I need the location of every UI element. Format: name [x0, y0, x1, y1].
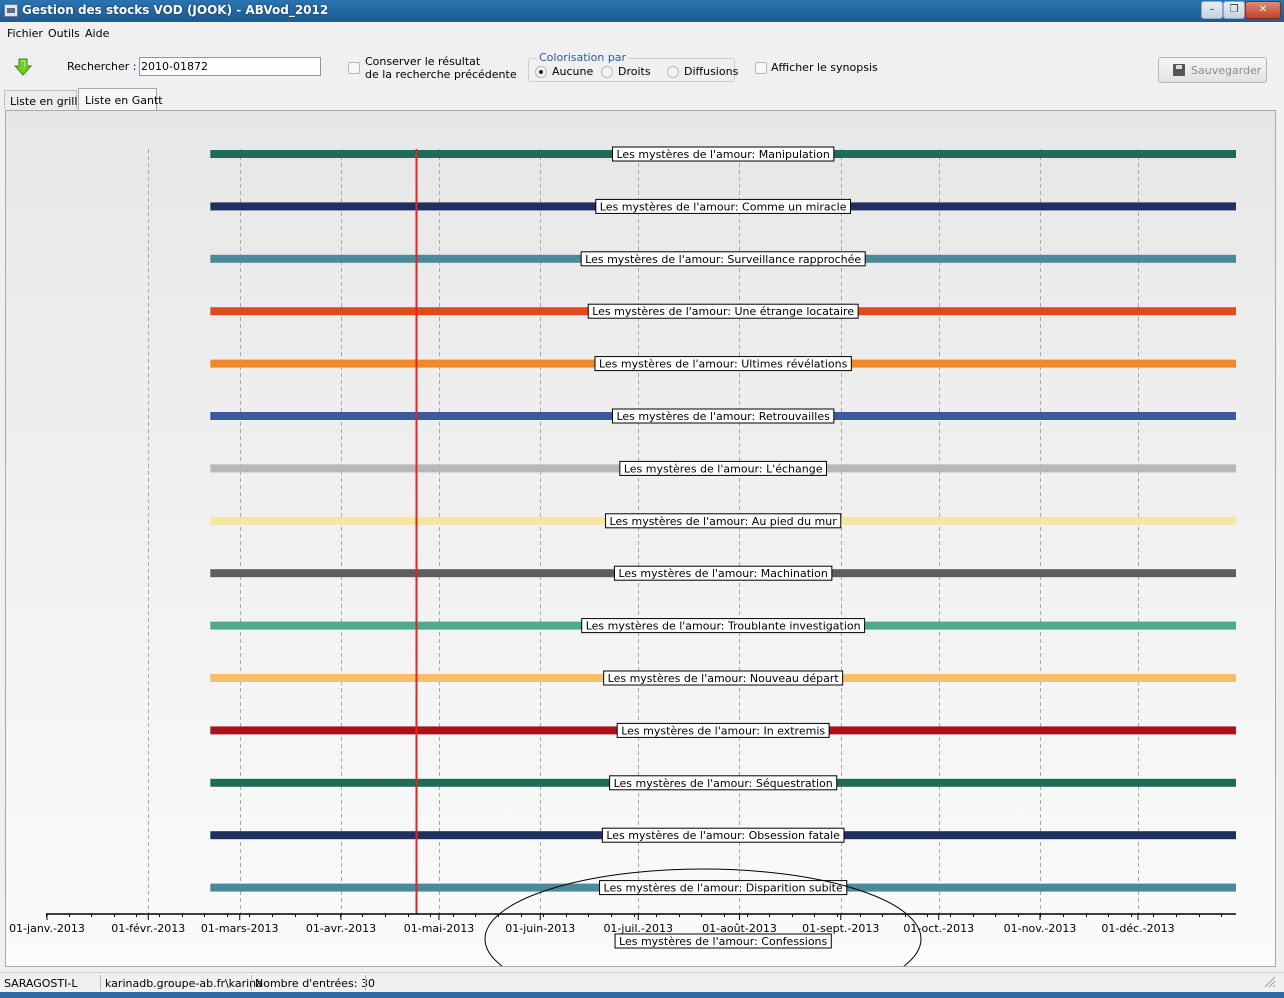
- radio-droits-label: Droits: [618, 65, 651, 78]
- save-button-label: Sauvegarder: [1191, 64, 1262, 77]
- tab-gantt-list[interactable]: Liste en Gantt: [78, 88, 163, 110]
- gantt-bar-label: Les mystères de l'amour: Manipulation: [616, 148, 829, 161]
- menu-outils[interactable]: Outils: [48, 27, 80, 40]
- taskbar-strip: [0, 992, 1284, 998]
- keep-result-label: Conserver le résultat de la recherche pr…: [365, 55, 517, 81]
- gantt-bar-label-box: [595, 198, 852, 214]
- gantt-bar-label-box: [581, 618, 866, 634]
- x-axis-tick-label: 01-juin-2013: [505, 922, 575, 935]
- x-axis-tick-label: 01-janv.-2013: [9, 922, 85, 935]
- gantt-bar-label: Les mystères de l'amour: Une étrange loc…: [592, 305, 854, 318]
- gantt-bar-label-box: [611, 146, 835, 162]
- resize-grip-icon[interactable]: [1262, 974, 1276, 988]
- gantt-bar-label: Les mystères de l'amour: Retrouvailles: [616, 410, 830, 423]
- search-label: Rechercher :: [67, 60, 137, 73]
- status-database: karinadb.groupe-ab.fr\karina: [105, 977, 263, 990]
- window-title: Gestion des stocks VOD (JOOK) - ABVod_20…: [22, 3, 329, 17]
- gantt-bar-label: Les mystères de l'amour: Surveillance ra…: [585, 253, 861, 266]
- gantt-bar-label: Les mystères de l'amour: Comme un miracl…: [600, 200, 847, 213]
- gantt-bar-label: Les mystères de l'amour: Obsession fatal…: [606, 829, 840, 842]
- minimize-button[interactable]: –: [1201, 1, 1223, 19]
- menu-bar: Fichier Outils Aide: [0, 22, 1284, 44]
- tab-gantt-list-label: Liste en Gantt: [85, 94, 163, 107]
- gantt-bar-label-box: [603, 670, 844, 686]
- x-axis-tick-label: 01-mars-2013: [201, 922, 279, 935]
- radio-diffusions[interactable]: [667, 66, 679, 78]
- status-entries: Nombre d'entrées: 30: [255, 977, 376, 990]
- gantt-bar-label-box: [613, 565, 833, 581]
- title-bar[interactable]: Gestion des stocks VOD (JOOK) - ABVod_20…: [0, 0, 1284, 22]
- gantt-bar-label: Les mystères de l'amour: Disparition sub…: [604, 882, 843, 895]
- status-user: SARAGOSTI-L: [4, 977, 78, 990]
- x-axis-tick-label: 01-juil.-2013: [603, 922, 673, 935]
- gantt-bar-label-box: [611, 408, 835, 424]
- tab-grid-list-label: Liste en grille: [10, 95, 85, 108]
- x-axis-tick-label: 01-déc.-2013: [1101, 922, 1174, 935]
- gantt-bar-label: Les mystères de l'amour: L'échange: [624, 462, 823, 475]
- menu-fichier[interactable]: Fichier: [7, 27, 43, 40]
- gantt-bar-label-box: [619, 460, 827, 476]
- gantt-bar-label-box: [616, 722, 830, 738]
- radio-droits[interactable]: [601, 66, 613, 78]
- x-axis-tick-label: 01-oct.-2013: [903, 922, 974, 935]
- x-axis-tick-label: 01-août-2013: [702, 922, 777, 935]
- gantt-bar-label: Les mystères de l'amour: Machination: [618, 567, 827, 580]
- radio-diffusions-label: Diffusions: [684, 65, 739, 78]
- gantt-bar-label-box: [601, 827, 845, 843]
- x-axis-tick-label: 01-avr.-2013: [306, 922, 376, 935]
- synopsis-checkbox[interactable]: [755, 62, 767, 74]
- synopsis-label: Afficher le synopsis: [771, 61, 878, 74]
- keep-result-checkbox[interactable]: [348, 62, 360, 74]
- radio-aucune-label: Aucune: [552, 65, 594, 78]
- gantt-bar-label: Les mystères de l'amour: Nouveau départ: [608, 672, 840, 685]
- colorisation-group-label: Colorisation par: [537, 51, 629, 64]
- search-input[interactable]: [139, 57, 321, 76]
- gantt-bar-label: Les mystères de l'amour: Séquestration: [614, 777, 833, 790]
- menu-aide[interactable]: Aide: [85, 27, 110, 40]
- green-down-arrow-icon[interactable]: [13, 58, 33, 76]
- status-separator: [365, 975, 366, 991]
- gantt-bar-label-box: [614, 933, 832, 949]
- gantt-bar-label-box: [605, 513, 842, 529]
- annotation-ellipse: [484, 868, 922, 966]
- keep-result-line2: de la recherche précédente: [365, 68, 517, 81]
- gantt-bar-label: Les mystères de l'amour: Troublante inve…: [586, 620, 861, 633]
- gantt-bar-label: Les mystères de l'amour: In extremis: [621, 724, 825, 737]
- floppy-disk-icon: [1173, 64, 1185, 76]
- colorisation-group: [528, 58, 735, 82]
- gantt-bar-label-box: [587, 303, 859, 319]
- gantt-bar-label: Les mystères de l'amour: Ultimes révélat…: [599, 358, 848, 371]
- x-axis-tick-label: 01-févr.-2013: [111, 922, 185, 935]
- x-axis-tick-label: 01-sept.-2013: [802, 922, 879, 935]
- gantt-chart-panel[interactable]: Les mystères de l'amour: Manipulation Les…: [5, 110, 1276, 967]
- gantt-bar-label-box: [599, 880, 848, 896]
- tab-grid-list[interactable]: Liste en grille: [4, 90, 84, 109]
- gantt-bar-label-box: [594, 356, 852, 372]
- maximize-button[interactable]: ❐: [1223, 1, 1245, 19]
- status-bar: SARAGOSTI-L karinadb.groupe-ab.fr\karina…: [0, 972, 1284, 993]
- gantt-chart: Les mystères de l'amour: Manipulation Les…: [9, 146, 1236, 966]
- x-axis-tick-label: 01-nov.-2013: [1004, 922, 1077, 935]
- close-button[interactable]: ✕: [1245, 1, 1281, 19]
- x-axis-tick-label: 01-mai-2013: [404, 922, 474, 935]
- gantt-bar-label-box: [580, 251, 866, 267]
- status-separator: [251, 975, 252, 991]
- app-icon: [4, 4, 18, 17]
- gantt-bar-label-box: [609, 775, 838, 791]
- radio-aucune[interactable]: [535, 66, 547, 78]
- keep-result-line1: Conserver le résultat: [365, 55, 481, 68]
- save-button[interactable]: Sauvegarder: [1158, 57, 1267, 83]
- gantt-bar-label: Les mystères de l'amour: Au pied du mur: [610, 515, 838, 528]
- status-separator: [100, 975, 101, 991]
- gantt-bar-label: Les mystères de l'amour: Confessions: [619, 935, 828, 948]
